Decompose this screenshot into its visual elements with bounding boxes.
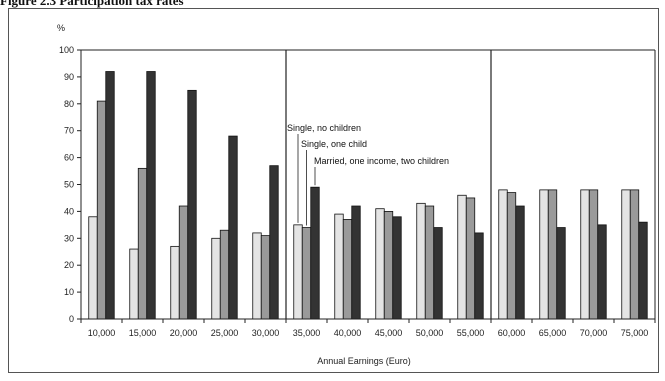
bar xyxy=(170,245,180,320)
bar xyxy=(580,189,590,320)
figure-heading: Figure 2.3 Participation tax rates xyxy=(0,0,184,8)
bar xyxy=(211,237,221,320)
y-tick-label: 50 xyxy=(64,180,74,190)
y-axis: 0 10 20 30 40 50 60 70 80 90 100 xyxy=(59,45,82,324)
bar-chart: % 0 10 20 30 40 50 60 70 80 90 100 10,000 15,000 20,… xyxy=(57,23,656,366)
bar xyxy=(629,189,640,320)
bar xyxy=(392,216,402,320)
bar xyxy=(383,210,394,320)
y-axis-title: % xyxy=(57,23,65,33)
x-tick-label: 40,000 xyxy=(334,328,362,338)
x-tick-label: 70,000 xyxy=(580,328,608,338)
x-tick-label: 10,000 xyxy=(88,328,116,338)
y-tick-label: 60 xyxy=(64,153,74,163)
y-tick-label: 100 xyxy=(59,45,74,55)
bar xyxy=(293,224,303,320)
bar xyxy=(269,165,279,320)
series-annotation-label: Single, no children xyxy=(287,123,361,133)
bar xyxy=(457,194,467,320)
bar xyxy=(556,227,566,320)
bar xyxy=(219,229,230,320)
bar xyxy=(351,205,361,320)
bar xyxy=(424,205,435,320)
x-tick-label: 60,000 xyxy=(498,328,526,338)
y-tick-label: 80 xyxy=(64,99,74,109)
bar xyxy=(301,227,312,320)
bar xyxy=(96,100,107,320)
bar xyxy=(342,219,353,320)
y-tick-label: 20 xyxy=(64,260,74,270)
x-tick-label: 75,000 xyxy=(621,328,649,338)
bar xyxy=(146,71,156,320)
x-axis-title: Annual Earnings (Euro) xyxy=(317,356,411,366)
x-axis: 10,000 15,000 20,000 25,000 30,000 35,000 40,0… xyxy=(80,50,656,338)
bar xyxy=(621,189,631,320)
bar xyxy=(187,89,197,320)
bar xyxy=(178,205,189,320)
bar xyxy=(129,248,139,320)
bar xyxy=(506,192,517,320)
y-tick-label: 30 xyxy=(64,233,74,243)
bar xyxy=(260,235,271,320)
bar xyxy=(638,221,648,320)
bar xyxy=(588,189,599,320)
x-tick-label: 25,000 xyxy=(211,328,239,338)
x-tick-label: 65,000 xyxy=(539,328,567,338)
x-tick-label: 55,000 xyxy=(457,328,485,338)
bar xyxy=(88,216,98,320)
bar xyxy=(310,186,320,320)
y-tick-label: 0 xyxy=(69,314,74,324)
y-tick-label: 70 xyxy=(64,126,74,136)
x-tick-label: 50,000 xyxy=(416,328,444,338)
bar xyxy=(416,202,426,320)
bar xyxy=(474,232,484,320)
series-annotation-label: Single, one child xyxy=(301,139,367,149)
x-tick-label: 15,000 xyxy=(129,328,157,338)
x-tick-label: 35,000 xyxy=(293,328,321,338)
bar xyxy=(498,189,508,320)
x-tick-label: 20,000 xyxy=(170,328,198,338)
bars xyxy=(88,71,648,320)
x-tick-label: 30,000 xyxy=(252,328,280,338)
y-tick-label: 40 xyxy=(64,206,74,216)
bar xyxy=(375,208,385,320)
bar xyxy=(334,213,344,320)
y-tick-label: 10 xyxy=(64,287,74,297)
bar xyxy=(252,232,262,320)
bar xyxy=(465,197,476,320)
bar xyxy=(137,167,148,320)
series-annotations: Single, no children Single, one child Marr… xyxy=(287,123,449,226)
bar xyxy=(515,205,525,320)
series-annotation-label: Married, one income, two children xyxy=(314,156,449,166)
bar xyxy=(539,189,549,320)
bar xyxy=(597,224,607,320)
bar xyxy=(433,227,443,320)
plot-area xyxy=(81,49,656,319)
x-tick-label: 45,000 xyxy=(375,328,403,338)
bar xyxy=(547,189,558,320)
bar xyxy=(105,71,115,320)
chart-frame: % 0 10 20 30 40 50 60 70 80 90 100 10,000 15,000 20,… xyxy=(8,8,659,373)
y-tick-label: 90 xyxy=(64,72,74,82)
bar xyxy=(228,135,238,320)
